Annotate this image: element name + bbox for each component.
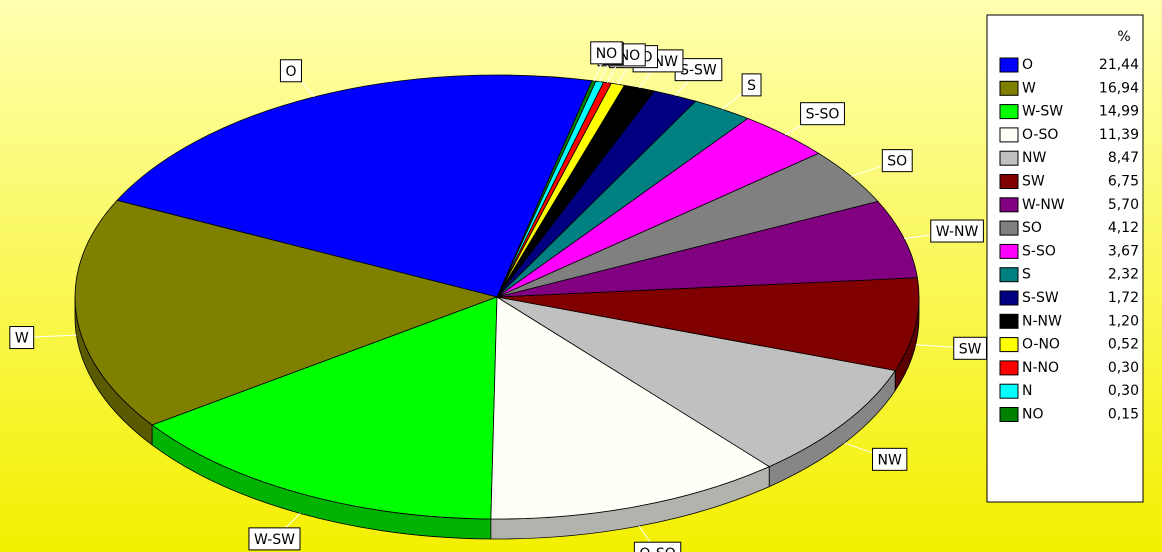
legend: O 21,44 W 16,94 W-SW 14,99 O-SO 11,39 NW 8,47 SW 6,… [999,57,1139,423]
legend-label: W-SW [1022,104,1063,120]
slice [496,80,597,298]
slice-label: NW [878,452,902,468]
legend-value: 11,39 [1099,127,1139,143]
legend-label: N [1022,383,1032,399]
slice-label: O-SO [639,546,675,552]
pie [74,74,920,540]
slice-label-box [248,527,301,551]
legend-swatch [999,290,1019,306]
legend-swatch [999,57,1019,73]
slice-label: O [285,64,296,80]
legend-label: O-NO [1022,337,1060,353]
legend-value: 14,99 [1099,104,1139,120]
legend-swatch [999,150,1019,166]
legend-value: 0,30 [1108,360,1139,376]
legend-swatch [999,80,1019,96]
legend-label: O [1022,57,1033,73]
legend-swatch [999,127,1019,143]
legend-value: 1,72 [1108,290,1139,306]
legend-label: SO [1022,220,1042,236]
slice-label-box [881,149,913,173]
slice-label: W-SW [254,532,295,548]
slice [490,296,771,520]
slice-labels: OWW-SWO-SONWSWW-NWSOS-SOSS-SWN-NWO-NON-N… [9,41,988,552]
slice-label: SO [887,154,907,170]
legend-swatch [999,407,1019,422]
legend-label: SW [1022,174,1045,190]
slice-label-box [633,541,682,552]
slice-label: S-SO [806,107,840,123]
slice [496,200,918,298]
slice-label: S-SW [680,63,717,79]
legend-label: NO [1022,407,1044,423]
legend-value: 16,94 [1099,80,1139,96]
legend-value: 4,12 [1108,220,1139,236]
legend-swatch [999,267,1019,283]
legend-title: % [1117,29,1130,45]
slice-label-box [930,219,984,243]
legend-value: 21,44 [1099,57,1139,73]
legend-swatch [999,104,1019,120]
legend-label: N-NO [1022,360,1059,376]
slice [74,199,499,426]
slice-label-box [741,73,762,97]
legend-swatch [999,313,1019,329]
legend-swatch [999,383,1019,399]
slice-label: NO [596,46,618,62]
legend-swatch [999,243,1019,259]
legend-swatch [999,197,1019,213]
legend-swatch [999,174,1019,189]
slice-label-box [872,447,908,471]
slice-label: W [15,331,29,347]
legend-value: 3,67 [1108,243,1139,259]
legend-label: O-SO [1022,127,1058,143]
legend-value: 2,32 [1108,267,1139,283]
legend-label: S-SW [1022,290,1059,306]
slice-label-box [279,59,302,83]
legend-value: 6,75 [1108,174,1139,190]
slice-label-box [590,41,623,65]
legend-label: NW [1022,150,1046,166]
legend-value: 1,20 [1108,313,1139,329]
legend-value: 0,30 [1108,383,1139,399]
slice-label: W-NW [936,224,979,240]
legend-label: N-NW [1022,313,1062,329]
legend-swatch [999,360,1019,376]
legend-label: W [1022,80,1036,96]
legend-value: 0,15 [1108,407,1139,423]
legend-value: 5,70 [1108,197,1139,213]
slice-label-box [800,102,845,126]
legend-value: 0,52 [1108,337,1139,353]
legend-label: S [1022,267,1031,283]
slice-label-box [9,326,35,350]
slice [151,296,498,520]
slice-label: SW [959,341,982,357]
slice-label: S [747,78,756,94]
legend-label: W-NW [1022,197,1065,213]
legend-swatch [999,220,1019,236]
legend-label: S-SO [1022,243,1056,259]
slice [496,296,896,468]
slice [496,277,920,371]
legend-value: 8,47 [1108,150,1139,166]
legend-swatch [999,337,1019,353]
